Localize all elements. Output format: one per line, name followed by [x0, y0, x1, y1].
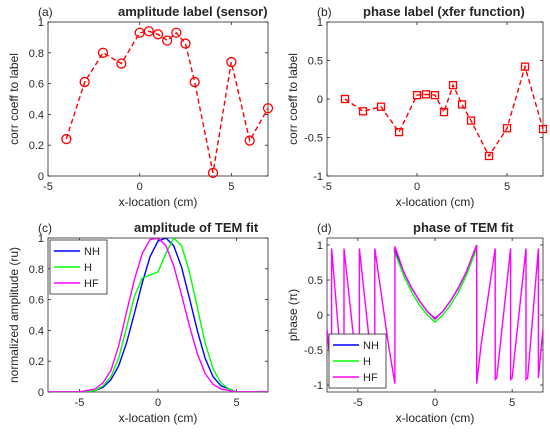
y-tick-label: 0.4 [29, 109, 44, 121]
panel-title: phase label (xfer function) [363, 4, 525, 19]
data-point [189, 76, 200, 88]
x-tick-label: 5 [509, 397, 515, 409]
data-point [376, 102, 386, 111]
data-point [538, 124, 548, 134]
data-point [143, 26, 154, 37]
x-tick-label: 5 [234, 397, 240, 409]
series-line-HF [48, 238, 268, 392]
panel-label: (c) [38, 221, 52, 235]
data-point [394, 127, 404, 137]
data-point [207, 167, 219, 179]
y-axis-label: corr coeff to label [7, 53, 21, 145]
x-axis-label: x-location (cm) [396, 195, 475, 209]
data-point [97, 47, 109, 58]
data-point [358, 107, 368, 116]
x-tick-label: 5 [228, 181, 234, 193]
x-tick-label: -5 [75, 397, 85, 409]
y-tick-label: 0.6 [29, 79, 44, 91]
y-tick-label: 1 [38, 233, 44, 245]
legend-label-HF: HF [363, 372, 378, 384]
y-tick-label: 0.8 [29, 48, 44, 60]
data-point [180, 38, 191, 49]
data-point [430, 91, 440, 100]
data-point [502, 124, 512, 133]
legend-label-NH: NH [84, 246, 100, 258]
x-axis-label: x-location (cm) [119, 195, 198, 209]
panel-d: -5 0 5 -1 -0.5 0 0.5 1 x-location (cm) phase (π) (… [286, 220, 544, 425]
x-axis-label: x-location (cm) [396, 411, 475, 425]
x-tick-label: -5 [353, 397, 363, 409]
y-axis-label: normalized amplitude (ru) [7, 247, 21, 383]
y-tick-label: 0 [317, 94, 323, 106]
y-axis-label: phase (π) [286, 289, 300, 341]
data-point [171, 27, 182, 38]
panel-label: (a) [38, 5, 53, 19]
legend-label-NH: NH [363, 340, 379, 352]
panel-a: -5 0 500.20.40.60.81x-location (cm)corr co… [7, 4, 274, 209]
data-point [262, 103, 274, 114]
data-point [520, 62, 530, 71]
y-tick-label: 0 [38, 387, 44, 399]
data-point [448, 80, 458, 90]
data-point [421, 90, 431, 99]
data-point [457, 100, 467, 109]
plot-series [48, 238, 268, 392]
y-tick-label: 1 [38, 17, 44, 29]
data-point [116, 58, 127, 69]
panel-label: (d) [317, 221, 332, 235]
y-tick-label: -0.5 [304, 345, 323, 357]
y-tick-label: 0.5 [308, 56, 323, 68]
data-point [340, 94, 350, 104]
panel-label: (b) [317, 5, 332, 19]
legend-label-HF: HF [84, 278, 99, 290]
y-axis-label: corr coeff to label [286, 53, 300, 145]
plot-area [47, 21, 269, 177]
x-tick-label: 0 [137, 181, 143, 193]
y-tick-label: 1 [317, 17, 323, 29]
x-tick-label: 5 [504, 181, 510, 193]
panel-c: -5 0 5 0 0.2 0.4 0.6 0.8 1 x-location (cm) normali… [7, 220, 269, 425]
y-tick-label: 0.2 [29, 140, 44, 152]
y-tick-label: -1 [313, 380, 323, 392]
data-point [466, 116, 476, 125]
legend: NH H HF [328, 333, 387, 389]
series-line-H [48, 238, 268, 392]
x-tick-label: 0 [155, 397, 161, 409]
legend-label-H: H [363, 356, 371, 368]
x-tick-label: -5 [43, 181, 53, 193]
panel-b: -5 0 5 -1 -0.5 0 0.5 1 x-location (cm) corr coeff… [286, 4, 548, 209]
panel-title: phase of TEM fit [413, 220, 514, 235]
data-point [152, 29, 164, 40]
y-tick-label: 0.5 [308, 275, 323, 287]
y-tick-label: 0 [317, 310, 323, 322]
y-tick-label: -0.5 [304, 133, 323, 145]
data-point [162, 35, 173, 46]
x-tick-label: 0 [414, 181, 420, 193]
y-tick-label: 0.8 [29, 264, 44, 276]
x-tick-label: -5 [322, 181, 332, 193]
legend-label-H: H [84, 262, 92, 274]
data-point [61, 133, 72, 145]
y-tick-label: 1 [317, 240, 323, 252]
x-tick-label: 0 [432, 397, 438, 409]
data-point [226, 56, 237, 68]
data-point [79, 76, 90, 88]
legend: NH H HF [49, 239, 108, 295]
data-point [484, 151, 494, 161]
data-point [412, 91, 422, 100]
y-tick-label: 0.4 [29, 325, 44, 337]
y-tick-label: 0.2 [29, 356, 44, 368]
y-tick-label: 0.6 [29, 295, 44, 307]
data-point [439, 107, 449, 117]
y-tick-label: -1 [313, 171, 323, 183]
x-axis-label: x-location (cm) [119, 411, 198, 425]
series-line-H [393, 248, 478, 323]
y-tick-label: 0 [38, 171, 44, 183]
data-point [244, 135, 255, 146]
plot-series [344, 64, 543, 158]
panel-title: amplitude label (sensor) [118, 4, 268, 19]
panel-title: amplitude of TEM fit [134, 220, 259, 235]
series-line [344, 64, 543, 158]
